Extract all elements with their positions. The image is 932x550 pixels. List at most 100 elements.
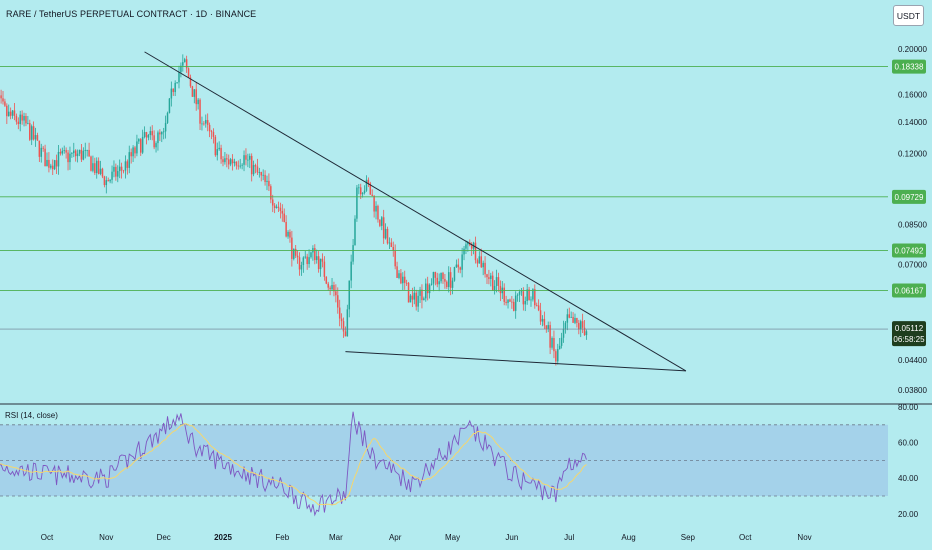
candle: [560, 332, 563, 349]
candle-body: [32, 126, 35, 140]
x-axis-tick-label: Feb: [275, 533, 289, 542]
candle: [342, 317, 345, 338]
candle: [294, 245, 297, 259]
candle-body: [352, 245, 354, 262]
candle-body: [310, 252, 312, 258]
candle-body: [344, 331, 347, 337]
candle-body: [553, 338, 555, 352]
candle-body: [229, 159, 232, 165]
candle-body: [145, 132, 148, 138]
candle: [95, 157, 98, 179]
candle-body: [576, 317, 578, 323]
candle-body: [493, 285, 496, 291]
x-axis-tick-label: Dec: [157, 533, 171, 542]
candle: [382, 209, 385, 244]
candle: [254, 163, 257, 174]
candle: [256, 158, 259, 176]
candle-body: [430, 283, 433, 286]
candle-body: [457, 264, 460, 268]
candle: [314, 244, 316, 265]
candle-body: [9, 111, 12, 116]
candle: [358, 183, 360, 195]
candle: [283, 208, 285, 223]
candle: [396, 261, 398, 278]
candle-body: [574, 317, 576, 323]
candle: [151, 125, 153, 141]
candle: [384, 223, 387, 240]
candle: [457, 258, 460, 273]
candle: [172, 88, 175, 96]
candle: [541, 315, 544, 327]
candle-body: [59, 151, 62, 154]
candle-body: [411, 295, 414, 300]
candle: [300, 261, 303, 276]
candle-body: [333, 285, 335, 292]
currency-button[interactable]: USDT: [893, 5, 924, 26]
candle-body: [220, 147, 222, 160]
candle-body: [136, 141, 138, 154]
candle-body: [356, 187, 358, 219]
candle-body: [118, 166, 121, 172]
candle: [524, 296, 526, 312]
candle-body: [407, 282, 410, 303]
candle-body: [566, 314, 569, 323]
candle-body: [151, 131, 153, 136]
candle: [271, 194, 274, 213]
candle-body: [337, 295, 339, 308]
candle-body: [558, 345, 561, 350]
candle: [118, 159, 121, 179]
candle: [421, 284, 423, 309]
candle: [576, 317, 578, 328]
candle-body: [375, 205, 377, 212]
candle: [51, 159, 54, 176]
candle: [117, 165, 119, 183]
candle: [36, 132, 39, 141]
candle: [29, 119, 31, 142]
candle-body: [377, 205, 379, 220]
candle-body: [69, 153, 71, 163]
candle: [279, 202, 282, 219]
candle-body: [396, 266, 398, 278]
candle-body: [67, 152, 69, 163]
candle: [176, 81, 178, 84]
candle: [161, 131, 163, 143]
candle: [381, 216, 383, 231]
candle-body: [208, 124, 211, 132]
candle-body: [562, 328, 565, 338]
candle-body: [511, 301, 513, 303]
candle: [507, 299, 509, 309]
candle-body: [266, 180, 268, 182]
candle-body: [317, 256, 320, 270]
candle-body: [537, 305, 540, 311]
candle: [478, 251, 481, 264]
rsi-axis-tick-label: 20.00: [898, 510, 919, 519]
candle: [306, 253, 308, 270]
candle-body: [348, 280, 351, 310]
candle: [247, 153, 249, 168]
candle: [392, 241, 395, 257]
candle: [86, 149, 88, 157]
candle-body: [581, 321, 584, 328]
candle-body: [174, 82, 176, 93]
candle: [373, 195, 375, 218]
y-axis-tick-label: 0.20000: [898, 45, 927, 54]
candle: [308, 249, 310, 268]
candle-body: [65, 150, 67, 153]
candle-body: [453, 267, 456, 281]
candle-body: [227, 159, 230, 165]
candle-body: [141, 136, 144, 153]
candle: [189, 74, 192, 88]
bar-countdown: 06:58:25: [893, 335, 925, 344]
candle-body: [50, 165, 52, 168]
candle-body: [535, 305, 538, 307]
x-axis-tick-label: Jul: [564, 533, 574, 542]
candle: [365, 175, 368, 192]
candle-body: [128, 152, 131, 168]
candle-body: [183, 59, 186, 63]
candle: [7, 104, 10, 117]
candle: [103, 175, 106, 188]
candle-body: [323, 261, 326, 277]
candle-body: [206, 120, 209, 125]
candle: [250, 153, 253, 182]
